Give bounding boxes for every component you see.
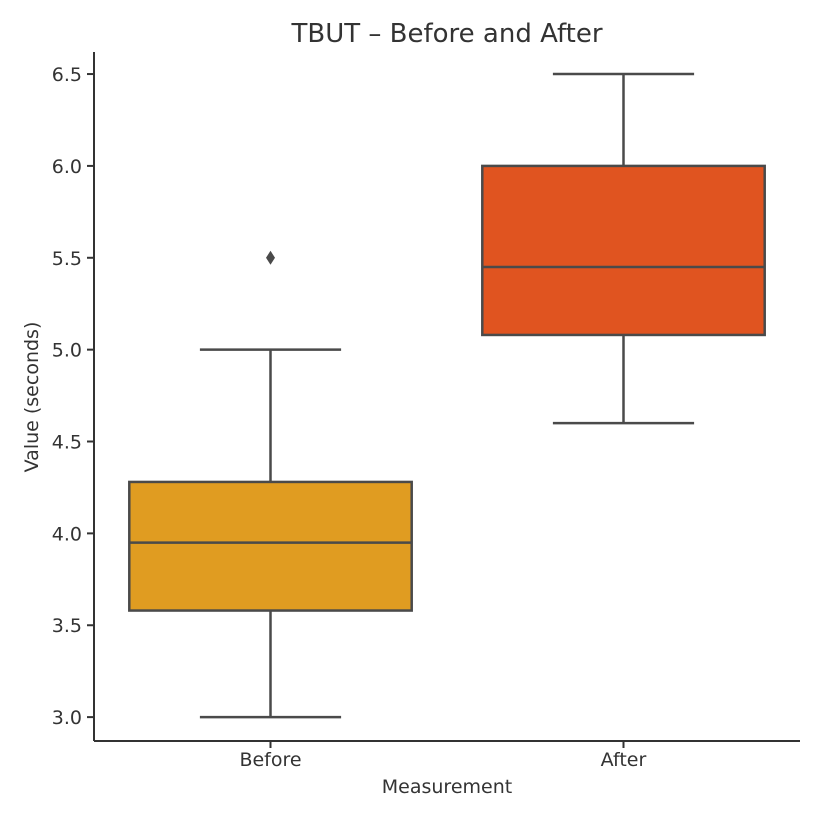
x-tick-label-before: Before [239,749,301,771]
box-before [128,250,413,719]
iqr-box [128,480,413,612]
x-tick-label-after: After [601,749,647,771]
x-axis-ticks: Before After [239,741,646,771]
y-axis-label: Value (seconds) [21,322,43,473]
y-tick-label: 5.5 [52,248,82,270]
y-axis-ticks: 3.0 3.5 4.0 4.5 5.0 5.5 6.0 6.5 [52,64,94,729]
y-tick-label: 5.0 [52,340,82,362]
x-axis-label: Measurement [382,776,512,798]
y-tick-label: 3.0 [52,707,82,729]
y-tick-label: 4.5 [52,432,82,454]
y-tick-label: 6.5 [52,64,82,86]
box-after [481,72,766,425]
outlier-point [266,250,275,265]
chart-title: TBUT – Before and After [290,19,602,49]
box-series [128,72,766,719]
y-tick-label: 4.0 [52,523,82,545]
y-tick-label: 6.0 [52,156,82,178]
y-tick-label: 3.5 [52,615,82,637]
iqr-box [481,164,766,337]
